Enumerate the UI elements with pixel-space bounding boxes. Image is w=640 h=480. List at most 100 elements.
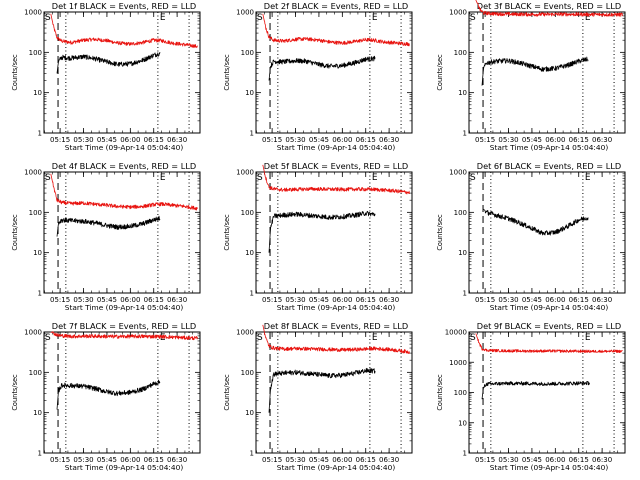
panel-5: Det 5f BLACK = Events, RED = LLD 1 10 100 10… — [223, 161, 413, 312]
x-tick-label: 05:15 — [50, 296, 70, 304]
panel-2: Det 2f BLACK = Events, RED = LLD 1 10 100 10… — [223, 1, 413, 152]
x-tick-label: 06:00 — [545, 136, 565, 144]
y-axis-label: Counts/sec — [11, 54, 19, 91]
y-tick-label: 100 — [454, 389, 467, 397]
y-tick-label: 1000 — [449, 169, 467, 177]
x-tick-label: 06:15 — [569, 136, 589, 144]
y-tick-label: 10 — [458, 419, 467, 427]
x-tick-label: 05:30 — [73, 456, 93, 464]
end-marker: E — [372, 333, 378, 343]
y-tick-label: 1 — [463, 450, 467, 458]
y-axis-label: Counts/sec — [436, 214, 444, 251]
x-axis-label: Start Time (09-Apr-14 05:04:40) — [490, 303, 609, 312]
x-tick-label: 05:45 — [97, 456, 117, 464]
x-tick-label: 05:45 — [309, 296, 329, 304]
x-tick-label: 05:15 — [475, 136, 495, 144]
x-axis-label: Start Time (09-Apr-14 05:04:40) — [65, 303, 184, 312]
x-tick-label: 06:30 — [379, 136, 399, 144]
end-marker: E — [160, 173, 166, 183]
x-tick-label: 05:45 — [522, 296, 542, 304]
lld-series-line — [475, 333, 623, 353]
x-tick-label: 06:00 — [120, 136, 140, 144]
x-tick-label: 05:45 — [309, 136, 329, 144]
x-tick-label: 05:15 — [475, 296, 495, 304]
x-tick-label: 06:30 — [592, 456, 612, 464]
start-marker: S — [257, 173, 263, 183]
plot-frame — [43, 331, 201, 454]
events-series-line — [481, 56, 589, 86]
panel-6: Det 6f BLACK = Events, RED = LLD 1 10 100 10… — [436, 161, 626, 312]
x-tick-label: 05:30 — [285, 456, 305, 464]
panel-title: Det 9f BLACK = Events, RED = LLD — [477, 321, 621, 331]
x-tick-label: 05:45 — [522, 456, 542, 464]
events-series-line — [56, 52, 161, 74]
y-tick-label: 1 — [463, 290, 467, 298]
panel-title: Det 3f BLACK = Events, RED = LLD — [477, 1, 621, 11]
x-tick-label: 05:15 — [262, 136, 282, 144]
y-axis-label: Counts/sec — [223, 54, 231, 91]
lld-series-line — [50, 13, 198, 49]
x-tick-label: 06:00 — [120, 296, 140, 304]
x-tick-label: 06:30 — [167, 136, 187, 144]
start-marker: S — [470, 333, 476, 343]
panel-1: Det 1f BLACK = Events, RED = LLD 1 10 100 10… — [11, 1, 201, 152]
x-tick-label: 06:30 — [379, 296, 399, 304]
x-tick-label: 06:15 — [356, 296, 376, 304]
y-tick-label: 10 — [245, 409, 254, 417]
lld-series-line — [262, 13, 410, 47]
y-axis-label: Counts/sec — [223, 214, 231, 251]
panel-9: Det 9f BLACK = Events, RED = LLD 1 10 100 10… — [436, 321, 626, 472]
x-tick-label: 06:30 — [592, 136, 612, 144]
x-tick-label: 06:15 — [356, 136, 376, 144]
y-tick-label: 100 — [241, 369, 254, 377]
y-tick-label: 100 — [454, 49, 467, 57]
plot-frame — [468, 11, 626, 134]
x-tick-label: 06:15 — [569, 296, 589, 304]
panel-title: Det 5f BLACK = Events, RED = LLD — [264, 161, 408, 171]
y-tick-label: 1000 — [236, 169, 254, 177]
y-tick-label: 10 — [458, 89, 467, 97]
x-tick-label: 06:00 — [545, 456, 565, 464]
panel-title: Det 1f BLACK = Events, RED = LLD — [52, 1, 196, 11]
y-tick-label: 10 — [33, 249, 42, 257]
panel-title: Det 6f BLACK = Events, RED = LLD — [477, 161, 621, 171]
x-tick-label: 05:30 — [498, 296, 518, 304]
y-tick-label: 10000 — [445, 329, 467, 337]
x-axis-label: Start Time (09-Apr-14 05:04:40) — [277, 303, 396, 312]
panel-title: Det 2f BLACK = Events, RED = LLD — [264, 1, 408, 11]
x-axis-label: Start Time (09-Apr-14 05:04:40) — [277, 143, 396, 152]
end-marker: E — [372, 13, 378, 23]
events-series-line — [268, 210, 376, 253]
y-tick-label: 1000 — [449, 9, 467, 17]
end-marker: E — [160, 13, 166, 23]
events-series-line — [268, 367, 376, 413]
events-series-line — [268, 55, 376, 81]
panel-3: Det 3f BLACK = Events, RED = LLD 1 10 100 10… — [436, 0, 626, 152]
plot-frame — [468, 171, 626, 294]
panel-7: Det 7f BLACK = Events, RED = LLD 1 10 100 10… — [11, 321, 201, 472]
y-axis-label: Counts/sec — [11, 214, 19, 251]
x-tick-label: 05:15 — [50, 456, 70, 464]
x-axis-label: Start Time (09-Apr-14 05:04:40) — [490, 143, 609, 152]
panel-title: Det 8f BLACK = Events, RED = LLD — [264, 321, 408, 331]
plot-frame — [43, 11, 201, 134]
y-tick-label: 1 — [38, 290, 42, 298]
x-tick-label: 05:15 — [475, 456, 495, 464]
end-marker: E — [585, 333, 591, 343]
x-tick-label: 06:30 — [379, 456, 399, 464]
x-tick-label: 05:30 — [498, 136, 518, 144]
start-marker: S — [470, 13, 476, 23]
x-tick-label: 06:30 — [167, 296, 187, 304]
y-tick-label: 1 — [250, 290, 254, 298]
events-series-line — [56, 379, 161, 410]
y-tick-label: 1 — [250, 130, 254, 138]
x-tick-label: 06:15 — [144, 456, 164, 464]
x-axis-label: Start Time (09-Apr-14 05:04:40) — [490, 463, 609, 472]
events-series-line — [483, 208, 589, 236]
plot-frame — [43, 171, 201, 294]
y-tick-label: 1000 — [449, 359, 467, 367]
y-tick-label: 1000 — [24, 9, 42, 17]
panel-title: Det 4f BLACK = Events, RED = LLD — [52, 161, 196, 171]
x-tick-label: 06:15 — [356, 456, 376, 464]
